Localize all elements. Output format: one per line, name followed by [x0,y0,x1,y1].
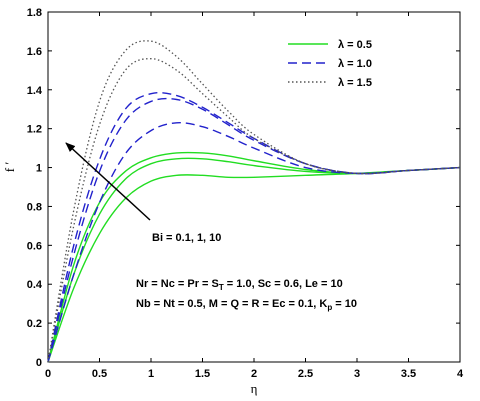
params-line1-rest: = 1.0, Sc = 0.6, Le = 10 [224,278,343,290]
y-axis-label: f ′ [2,162,17,173]
params-line2-rest: = 10 [332,298,357,310]
x-tick-label: 0.5 [92,368,107,380]
bi-arrow [65,142,151,221]
series-line-1 [47,157,461,363]
params-annotation-line1: Nr = Nc = Pr = ST = 1.0, Sc = 0.6, Le = … [136,278,343,292]
legend-label-lambda-1-0: λ = 1.0 [338,58,372,70]
params-line1-sub: T [219,283,224,292]
series-line-7 [47,40,461,363]
x-tick-label: 2.5 [298,368,313,380]
y-tick-label: 1.4 [27,85,43,97]
x-tick-label: 0 [45,368,51,380]
y-tick-label: 1.2 [27,124,42,136]
legend-label-lambda-0-5: λ = 0.5 [338,39,372,51]
x-tick-label: 1.5 [195,368,210,380]
legend-label-lambda-1-5: λ = 1.5 [338,77,372,89]
x-tick-label: 2 [251,368,257,380]
legend: λ = 0.5 λ = 1.0 λ = 1.5 [288,39,372,89]
x-tick-label: 3.5 [401,368,416,380]
series-line-3 [47,122,461,363]
x-tick-label: 3 [354,368,360,380]
params-line2-sub: p [327,303,332,312]
params-annotation-line2: Nb = Nt = 0.5, M = Q = R = Ec = 0.1, Kp … [136,298,357,312]
y-tick-label: 0 [36,357,42,369]
y-tick-label: 1.8 [27,7,42,19]
y-tick-label: 0.2 [27,318,42,330]
series-line-6 [47,58,461,363]
y-tick-label: 0.4 [27,279,43,291]
y-tick-label: 0.8 [27,201,42,213]
y-tick-label: 1.6 [27,46,42,58]
params-line2-main: Nb = Nt = 0.5, M = Q = R = Ec = 0.1, K [136,298,327,310]
y-tick-label: 0.6 [27,240,42,252]
series-layer [47,40,461,363]
y-tick-label: 1 [36,163,42,175]
axis-ticks: 0 0.5 1 1.5 2 2.5 3 3.5 4 0 0.2 0.4 0.6 0.8 1 1.2 1.4 1.6… [27,7,464,380]
x-tick-label: 4 [457,368,464,380]
x-axis-label: η [251,381,258,396]
bi-annotation: Bi = 0.1, 1, 10 [152,232,221,244]
x-tick-label: 1 [148,368,154,380]
series-line-5 [47,91,461,363]
params-line1-main: Nr = Nc = Pr = S [136,278,219,290]
